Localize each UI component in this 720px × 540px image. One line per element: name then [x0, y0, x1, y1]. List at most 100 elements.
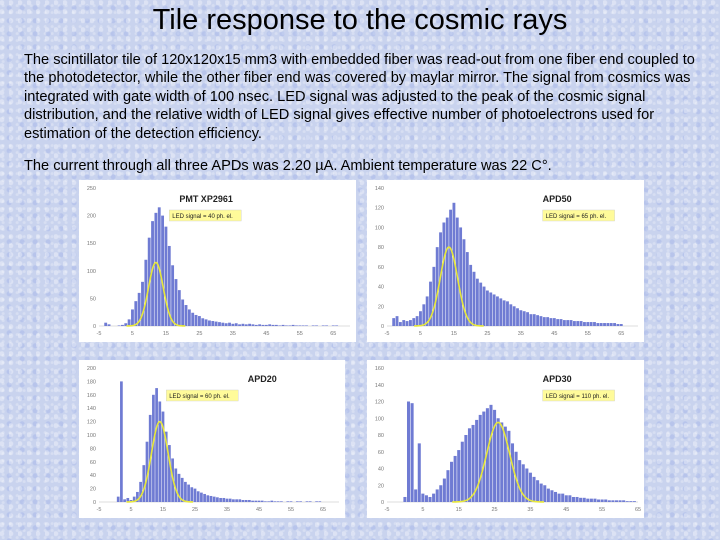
- histogram-bar: [197, 316, 201, 326]
- y-tick-label: 80: [378, 433, 384, 439]
- histogram-bar: [211, 321, 215, 326]
- histogram-bar: [139, 481, 142, 502]
- x-tick-label: 55: [297, 331, 303, 337]
- histogram-bar: [439, 485, 443, 502]
- chart-title: APD50: [543, 194, 572, 204]
- histogram-bar: [583, 322, 586, 326]
- y-tick-label: 50: [90, 296, 96, 302]
- y-tick-label: 150: [87, 241, 96, 247]
- y-tick-label: 40: [378, 285, 384, 291]
- histogram-bar: [251, 324, 255, 326]
- histogram-bar: [331, 325, 335, 326]
- histogram-bar: [136, 491, 139, 502]
- histogram-bar: [499, 298, 503, 326]
- histogram-bar: [424, 495, 428, 502]
- histogram-bar: [104, 322, 108, 326]
- histogram-bar: [273, 501, 277, 502]
- histogram-apd30: 0 20 40 60 80 100 120 140 160 -5 5 15 25 35 45 55 65 APD3…: [375, 366, 641, 513]
- histogram-bar: [212, 496, 216, 502]
- x-tick-label: 65: [320, 507, 326, 513]
- histogram-bar: [425, 296, 429, 326]
- y-tick-label: 140: [87, 406, 96, 412]
- histogram-bar: [180, 477, 184, 502]
- histogram-bar: [194, 314, 198, 326]
- histogram-bar: [469, 264, 473, 326]
- histogram-bar: [446, 470, 450, 502]
- histogram-bar: [629, 501, 633, 502]
- histogram-bar: [435, 247, 439, 326]
- y-tick-label: 140: [375, 383, 384, 389]
- histogram-bar: [593, 498, 597, 502]
- histogram-bar: [315, 501, 318, 502]
- histogram-bar: [543, 485, 547, 502]
- histogram-bar: [559, 319, 563, 326]
- histogram-bar: [120, 381, 123, 502]
- histogram-bar: [123, 499, 126, 502]
- histogram-bar: [412, 318, 416, 326]
- x-tick-label: 45: [256, 507, 262, 513]
- histogram-bar: [525, 468, 529, 502]
- histogram-bar: [174, 468, 178, 502]
- histogram-bar: [132, 496, 136, 502]
- histogram-bar: [568, 495, 572, 502]
- histogram-bar: [550, 490, 554, 502]
- histogram-bar: [472, 271, 476, 326]
- histogram-bar: [500, 422, 504, 502]
- histogram-bar: [260, 500, 264, 502]
- histogram-bar: [305, 325, 308, 326]
- histogram-bar: [614, 500, 619, 502]
- histogram-bar: [238, 499, 242, 502]
- histogram-bar: [532, 476, 536, 502]
- y-tick-label: 40: [378, 467, 384, 473]
- histogram-apd20: 0 20 40 60 80 100 120 140 160 180 200 -5 5 15 25 35 45 55…: [87, 366, 339, 513]
- y-tick-label: 180: [87, 379, 96, 385]
- x-tick-label: 45: [551, 331, 557, 337]
- histogram-bar: [107, 324, 111, 326]
- histogram-bar: [257, 500, 261, 502]
- histogram-bar: [187, 309, 191, 326]
- y-tick-label: 80: [378, 245, 384, 251]
- histogram-bar: [445, 217, 449, 326]
- histogram-bar: [457, 450, 461, 502]
- histogram-bar: [225, 498, 229, 502]
- histogram-bar: [248, 499, 251, 502]
- histogram-bar: [542, 317, 546, 326]
- x-tick-label: 15: [451, 331, 457, 337]
- histogram-bar: [299, 501, 302, 502]
- histogram-bar: [566, 320, 570, 326]
- histogram-bar: [464, 435, 468, 502]
- histogram-bar: [308, 501, 312, 502]
- x-tick-label: 25: [484, 331, 490, 337]
- histogram-bar: [264, 501, 267, 502]
- x-tick-label: 45: [563, 507, 569, 513]
- histogram-bar: [129, 499, 133, 502]
- histogram-bar: [549, 318, 553, 326]
- led-note-box: [165, 389, 239, 402]
- histogram-bar: [536, 315, 540, 326]
- led-note-text: LED signal = 110 ph. el.: [546, 394, 610, 400]
- histogram-bar: [117, 325, 121, 326]
- histogram-bar: [274, 324, 278, 326]
- histogram-bar: [126, 497, 130, 502]
- histogram-bar: [291, 324, 295, 326]
- histogram-bar: [532, 314, 536, 326]
- histogram-bar: [222, 497, 226, 502]
- x-tick-label: 55: [599, 507, 605, 513]
- histogram-bar: [506, 301, 509, 326]
- histogram-bar: [248, 323, 252, 326]
- histogram-bar: [315, 325, 318, 326]
- description-paragraph: The scintillator tile of 120x120x15 mm3 …: [24, 52, 695, 142]
- histogram-bar: [325, 325, 328, 326]
- x-tick-label: 35: [527, 507, 533, 513]
- histogram-bar: [161, 215, 165, 326]
- histogram-bar: [335, 325, 339, 326]
- histogram-bar: [142, 465, 146, 502]
- histogram-bar: [442, 478, 446, 502]
- histogram-bar: [482, 411, 486, 502]
- y-tick-label: 20: [378, 483, 384, 489]
- y-tick-label: 60: [378, 450, 384, 456]
- histogram-bar: [529, 314, 533, 326]
- histogram-apd50: 0 20 40 60 80 100 120 140 -5 5 15 25 35 45 55 65 APD50 LE…: [375, 186, 638, 337]
- histogram-bar: [432, 266, 436, 326]
- histogram-bar: [284, 325, 288, 326]
